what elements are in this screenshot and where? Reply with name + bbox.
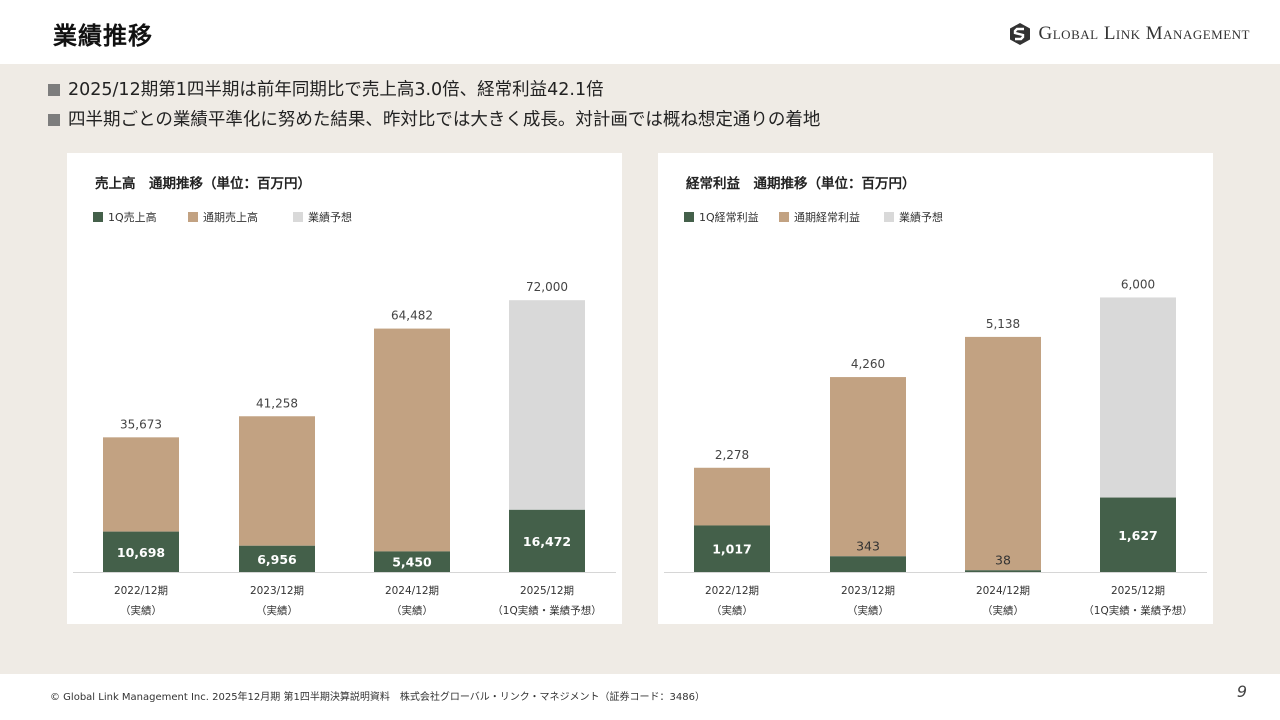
summary-bullets: 2025/12期第1四半期は前年同期比で売上高3.0倍、経常利益42.1倍 四半… <box>48 78 820 138</box>
legend-swatch <box>684 212 694 222</box>
x-tick-sublabel: （1Q実績・業績予想） <box>1083 604 1192 617</box>
bar-total-segment <box>694 467 770 526</box>
bar-q1-segment <box>830 556 906 572</box>
q1-value-label: 38 <box>995 552 1011 567</box>
bullet-text: 四半期ごとの業績平準化に努めた結果、昨対比では大きく成長。対計画では概ね想定通り… <box>68 110 821 130</box>
x-tick-label: 2022/12期 <box>705 585 759 597</box>
x-tick-sublabel: （実績） <box>256 604 298 617</box>
legend-label: 通期経常利益 <box>794 210 860 224</box>
square-bullet-icon <box>48 84 60 96</box>
total-value-label: 6,000 <box>1121 277 1155 291</box>
legend-label: 業績予想 <box>899 210 943 224</box>
legend-swatch <box>293 212 303 222</box>
bar-q1-segment <box>1100 497 1176 572</box>
bar-total-segment <box>239 416 315 546</box>
bar-q1-segment <box>239 545 315 572</box>
bar-q1-segment <box>103 531 179 572</box>
bar-q1-segment <box>374 551 450 572</box>
x-tick-label: 2025/12期 <box>1111 585 1165 597</box>
bar-total-segment <box>1100 297 1176 498</box>
x-tick-sublabel: （実績） <box>391 604 433 617</box>
q1-value-label: 1,627 <box>1118 528 1158 543</box>
bar-q1-segment <box>694 525 770 572</box>
page-number: 9 <box>1236 682 1247 701</box>
q1-value-label: 1,017 <box>712 542 752 557</box>
x-tick-label: 2024/12期 <box>385 585 439 597</box>
q1-value-label: 5,450 <box>392 555 432 570</box>
company-logo: Global Link Management <box>1009 22 1250 46</box>
footer: © Global Link Management Inc. 2025年12月期 … <box>0 674 1280 720</box>
x-tick-label: 2023/12期 <box>841 585 895 597</box>
legend-label: 通期売上高 <box>203 210 258 224</box>
total-value-label: 4,260 <box>851 357 885 371</box>
logo-text: Global Link Management <box>1038 23 1250 44</box>
x-tick-label: 2022/12期 <box>114 585 168 597</box>
profit-chart: 経常利益 通期推移（単位：百万円） 1Q経常利益 通期経常利益 業績予想 2,278 1,… <box>664 175 1207 617</box>
total-value-label: 72,000 <box>526 280 568 294</box>
copyright-text: © Global Link Management Inc. 2025年12月期 … <box>50 692 705 703</box>
x-tick-label: 2023/12期 <box>250 585 304 597</box>
bullet-item: 2025/12期第1四半期は前年同期比で売上高3.0倍、経常利益42.1倍 <box>48 78 820 108</box>
bullet-item: 四半期ごとの業績平準化に努めた結果、昨対比では大きく成長。対計画では概ね想定通り… <box>48 108 820 138</box>
legend-swatch <box>93 212 103 222</box>
header: 業績推移 Global Link Management <box>0 0 1280 64</box>
q1-value-label: 10,698 <box>117 545 165 560</box>
sales-chart: 売上高 通期推移（単位：百万円） 1Q売上高 通期売上高 業績予想 35,673 10,6… <box>73 175 616 617</box>
bar-total-segment <box>509 300 585 510</box>
chart-title: 経常利益 通期推移（単位：百万円） <box>686 175 916 192</box>
legend-swatch <box>779 212 789 222</box>
logo-icon <box>1009 23 1030 45</box>
bar-q1-segment <box>965 570 1041 572</box>
q1-value-label: 6,956 <box>257 552 297 567</box>
x-tick-label: 2024/12期 <box>976 585 1030 597</box>
q1-value-label: 16,472 <box>523 534 571 549</box>
total-value-label: 64,482 <box>391 309 433 323</box>
total-value-label: 35,673 <box>120 417 162 431</box>
x-tick-label: 2025/12期 <box>520 585 574 597</box>
legend-swatch <box>188 212 198 222</box>
bar-total-segment <box>374 328 450 552</box>
total-value-label: 41,258 <box>256 396 298 410</box>
bar-total-segment <box>965 336 1041 571</box>
legend-label: 1Q売上高 <box>108 210 157 224</box>
profit-chart-panel: 経常利益 通期推移（単位：百万円） 1Q経常利益 通期経常利益 業績予想 2,278 1,… <box>658 153 1213 624</box>
bar-total-segment <box>103 437 179 532</box>
square-bullet-icon <box>48 114 60 126</box>
legend-label: 1Q経常利益 <box>699 210 759 224</box>
q1-value-label: 343 <box>856 538 880 553</box>
sales-chart-panel: 売上高 通期推移（単位：百万円） 1Q売上高 通期売上高 業績予想 35,673 10,6… <box>67 153 622 624</box>
total-value-label: 2,278 <box>715 448 749 462</box>
x-tick-sublabel: （実績） <box>711 604 753 617</box>
legend-swatch <box>884 212 894 222</box>
legend-label: 業績予想 <box>308 210 352 224</box>
x-tick-sublabel: （実績） <box>982 604 1024 617</box>
x-tick-sublabel: （1Q実績・業績予想） <box>492 604 601 617</box>
bullet-text: 2025/12期第1四半期は前年同期比で売上高3.0倍、経常利益42.1倍 <box>68 80 604 100</box>
x-tick-sublabel: （実績） <box>120 604 162 617</box>
x-tick-sublabel: （実績） <box>847 604 889 617</box>
chart-title: 売上高 通期推移（単位：百万円） <box>95 175 311 192</box>
bar-q1-segment <box>509 509 585 572</box>
page-title: 業績推移 <box>53 22 153 50</box>
total-value-label: 5,138 <box>986 317 1020 331</box>
bar-total-segment <box>830 377 906 557</box>
